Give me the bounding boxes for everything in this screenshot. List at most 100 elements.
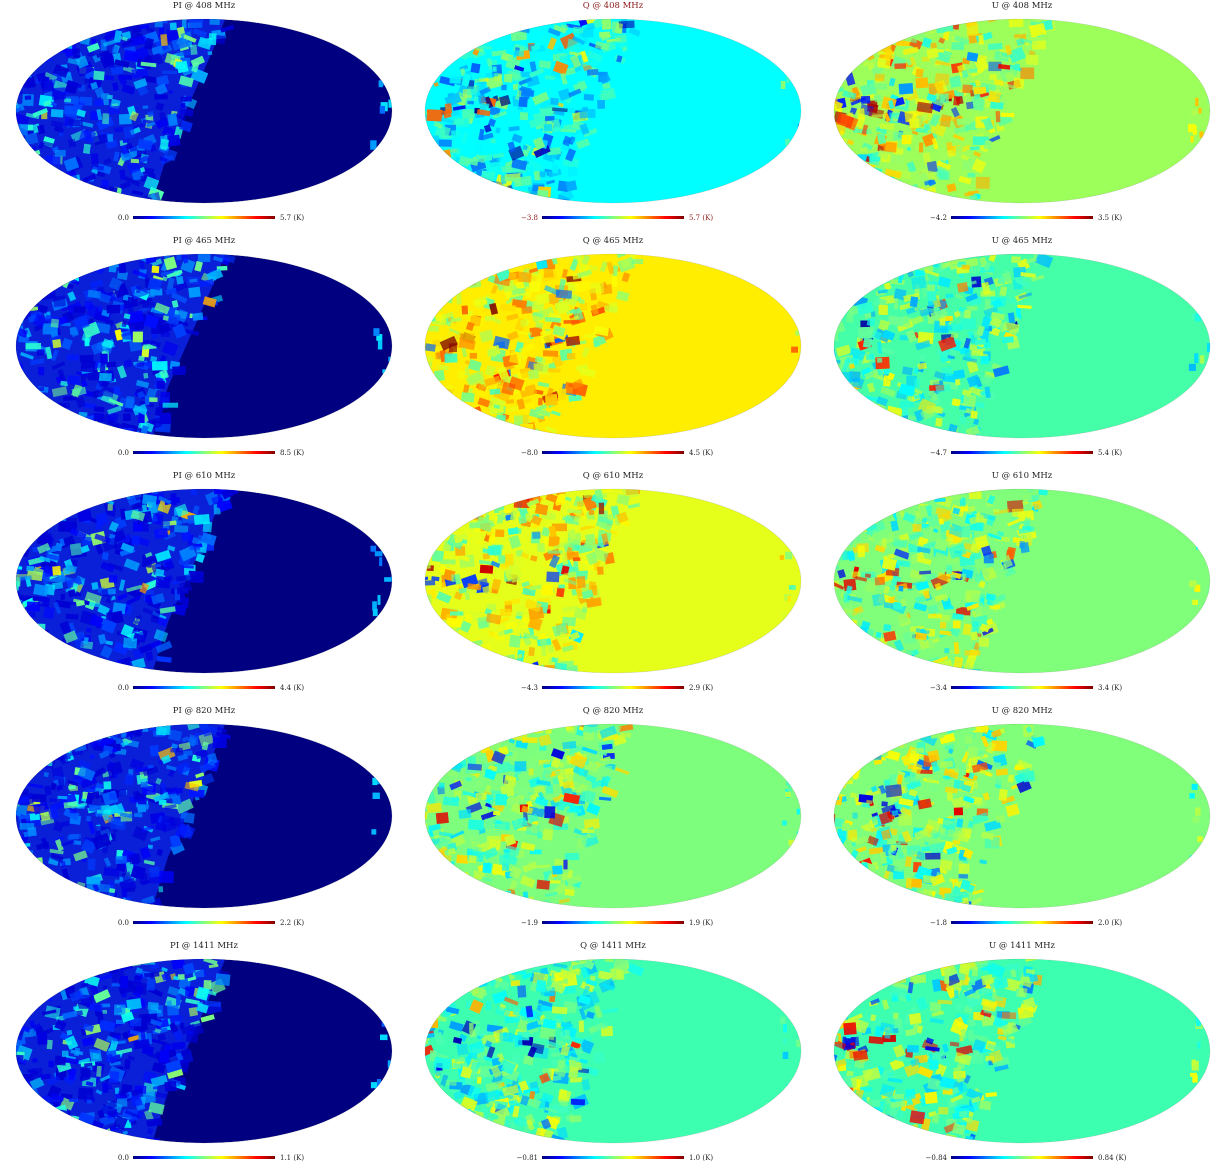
colorbar-gradient xyxy=(542,451,684,454)
colorbar-max-label: 1.0 (K) xyxy=(689,1153,713,1163)
colorbar-min-label: −8.0 xyxy=(521,448,538,458)
colorbar-max-label: 3.4 (K) xyxy=(1098,683,1122,693)
panel-q-at-465-mhz: Q @ 465 MHz −8.0 4.5 (K) xyxy=(409,235,817,469)
panel-title: PI @ 465 MHz xyxy=(0,236,408,246)
colorbar-min-label: −1.9 xyxy=(521,918,538,928)
colorbar: −1.8 2.0 (K) xyxy=(818,917,1225,929)
colorbar-max-label: 2.2 (K) xyxy=(280,918,304,928)
colorbar-gradient xyxy=(133,216,275,219)
colorbar-min-label: 0.0 xyxy=(118,448,129,458)
colorbar-min-label: −1.8 xyxy=(930,918,947,928)
colorbar-max-label: 2.0 (K) xyxy=(1098,918,1122,928)
panel-title: U @ 610 MHz xyxy=(818,471,1225,481)
colorbar: 0.0 2.2 (K) xyxy=(0,917,408,929)
mollweide-map xyxy=(0,952,408,1150)
panel-title: U @ 465 MHz xyxy=(818,236,1225,246)
colorbar: −0.81 1.0 (K) xyxy=(409,1152,817,1164)
colorbar-min-label: 0.0 xyxy=(118,213,129,223)
panel-q-at-1411-mhz: Q @ 1411 MHz −0.81 1.0 (K) xyxy=(409,940,817,1174)
colorbar-gradient xyxy=(542,216,684,219)
colorbar: 0.0 1.1 (K) xyxy=(0,1152,408,1164)
mollweide-map xyxy=(409,952,817,1150)
panel-u-at-408-mhz: U @ 408 MHz −4.2 3.5 (K) xyxy=(818,0,1225,234)
mollweide-map xyxy=(409,482,817,680)
colorbar-min-label: −4.7 xyxy=(930,448,947,458)
colorbar: −3.8 5.7 (K) xyxy=(409,212,817,224)
panel-u-at-610-mhz: U @ 610 MHz −3.4 3.4 (K) xyxy=(818,470,1225,704)
panel-pi-at-465-mhz: PI @ 465 MHz 0.0 8.5 (K) xyxy=(0,235,408,469)
mollweide-map xyxy=(0,482,408,680)
colorbar-gradient xyxy=(951,451,1093,454)
panel-q-at-610-mhz: Q @ 610 MHz −4.3 2.9 (K) xyxy=(409,470,817,704)
mollweide-map xyxy=(818,482,1225,680)
colorbar-min-label: −0.81 xyxy=(517,1153,538,1163)
colorbar: −3.4 3.4 (K) xyxy=(818,682,1225,694)
panel-title: Q @ 610 MHz xyxy=(409,471,817,481)
colorbar-max-label: 1.1 (K) xyxy=(280,1153,304,1163)
colorbar-min-label: −4.2 xyxy=(930,213,947,223)
mollweide-map xyxy=(0,12,408,210)
panel-title: Q @ 820 MHz xyxy=(409,706,817,716)
colorbar-min-label: −3.4 xyxy=(930,683,947,693)
panel-title: U @ 408 MHz xyxy=(818,1,1225,11)
panel-title: PI @ 820 MHz xyxy=(0,706,408,716)
colorbar-max-label: 4.5 (K) xyxy=(689,448,713,458)
panel-title: PI @ 610 MHz xyxy=(0,471,408,481)
panel-title: U @ 1411 MHz xyxy=(818,941,1225,951)
colorbar-gradient xyxy=(951,686,1093,689)
panel-title: Q @ 1411 MHz xyxy=(409,941,817,951)
colorbar-gradient xyxy=(951,1156,1093,1159)
colorbar-min-label: 0.0 xyxy=(118,1153,129,1163)
mollweide-map xyxy=(0,717,408,915)
colorbar-min-label: −4.3 xyxy=(521,683,538,693)
colorbar-max-label: 8.5 (K) xyxy=(280,448,304,458)
colorbar-max-label: 1.9 (K) xyxy=(689,918,713,928)
panel-u-at-1411-mhz: U @ 1411 MHz −0.84 0.84 (K) xyxy=(818,940,1225,1174)
colorbar-min-label: −0.84 xyxy=(926,1153,947,1163)
mollweide-map xyxy=(818,247,1225,445)
panel-pi-at-408-mhz: PI @ 408 MHz 0.0 5.7 (K) xyxy=(0,0,408,234)
colorbar-min-label: −3.8 xyxy=(521,213,538,223)
colorbar: 0.0 5.7 (K) xyxy=(0,212,408,224)
panel-title: U @ 820 MHz xyxy=(818,706,1225,716)
colorbar-gradient xyxy=(133,921,275,924)
colorbar-max-label: 2.9 (K) xyxy=(689,683,713,693)
colorbar-min-label: 0.0 xyxy=(118,683,129,693)
colorbar: −8.0 4.5 (K) xyxy=(409,447,817,459)
panel-title: PI @ 408 MHz xyxy=(0,1,408,11)
colorbar-gradient xyxy=(951,921,1093,924)
colorbar: −0.84 0.84 (K) xyxy=(818,1152,1225,1164)
panel-title: Q @ 465 MHz xyxy=(409,236,817,246)
colorbar-gradient xyxy=(133,451,275,454)
colorbar-gradient xyxy=(542,921,684,924)
colorbar-min-label: 0.0 xyxy=(118,918,129,928)
colorbar-gradient xyxy=(542,1156,684,1159)
mollweide-map xyxy=(818,12,1225,210)
mollweide-map xyxy=(0,247,408,445)
panel-pi-at-820-mhz: PI @ 820 MHz 0.0 2.2 (K) xyxy=(0,705,408,939)
panel-u-at-820-mhz: U @ 820 MHz −1.8 2.0 (K) xyxy=(818,705,1225,939)
colorbar-max-label: 0.84 (K) xyxy=(1098,1153,1127,1163)
colorbar-max-label: 5.7 (K) xyxy=(280,213,304,223)
colorbar: 0.0 4.4 (K) xyxy=(0,682,408,694)
mollweide-map xyxy=(409,12,817,210)
colorbar-max-label: 5.7 (K) xyxy=(689,213,713,223)
colorbar-gradient xyxy=(133,1156,275,1159)
panel-title: PI @ 1411 MHz xyxy=(0,941,408,951)
colorbar: −4.2 3.5 (K) xyxy=(818,212,1225,224)
mollweide-map xyxy=(409,717,817,915)
colorbar-gradient xyxy=(951,216,1093,219)
panel-title: Q @ 408 MHz xyxy=(409,1,817,11)
panel-u-at-465-mhz: U @ 465 MHz −4.7 5.4 (K) xyxy=(818,235,1225,469)
colorbar-gradient xyxy=(542,686,684,689)
colorbar: −1.9 1.9 (K) xyxy=(409,917,817,929)
colorbar-max-label: 5.4 (K) xyxy=(1098,448,1122,458)
panel-pi-at-610-mhz: PI @ 610 MHz 0.0 4.4 (K) xyxy=(0,470,408,704)
panel-q-at-408-mhz: Q @ 408 MHz −3.8 5.7 (K) xyxy=(409,0,817,234)
colorbar-max-label: 3.5 (K) xyxy=(1098,213,1122,223)
mollweide-map xyxy=(818,952,1225,1150)
colorbar-max-label: 4.4 (K) xyxy=(280,683,304,693)
colorbar: −4.7 5.4 (K) xyxy=(818,447,1225,459)
panel-q-at-820-mhz: Q @ 820 MHz −1.9 1.9 (K) xyxy=(409,705,817,939)
